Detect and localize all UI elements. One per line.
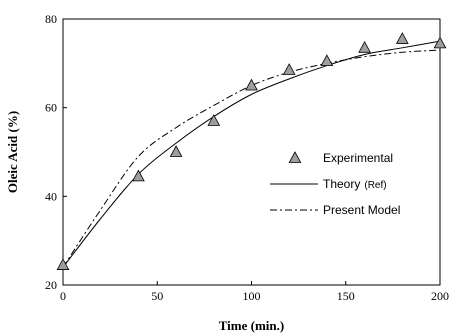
experimental-point [245, 78, 258, 91]
legend-label: Experimental [323, 151, 393, 165]
theory-line [62, 40, 441, 268]
experimental-markers [56, 32, 447, 270]
experimental-point [433, 36, 447, 49]
legend-label: Present Model [323, 203, 400, 217]
x-tick-label: 200 [431, 289, 449, 303]
y-tick-label: 80 [45, 12, 57, 26]
legend-experimental-symbol [288, 151, 302, 163]
x-tick-label: 150 [337, 289, 355, 303]
present-model-line [62, 49, 441, 268]
legend: Experimental Theory (Ref) Present Model [270, 151, 400, 217]
legend-label: Theory (Ref) [323, 177, 387, 191]
experimental-point [320, 54, 334, 67]
y-tick-label: 20 [45, 278, 57, 292]
experimental-point [395, 32, 409, 44]
x-tick-label: 0 [60, 289, 66, 303]
experimental-point [358, 40, 371, 53]
experimental-point [132, 169, 145, 182]
y-axis-title: Oleic Acid (%) [5, 111, 20, 193]
experimental-point [207, 114, 221, 126]
x-tick-label: 50 [151, 289, 163, 303]
series-lines [62, 40, 441, 268]
experimental-point [282, 63, 296, 75]
y-tick-label: 40 [45, 189, 57, 203]
y-tick-label: 60 [45, 101, 57, 115]
experimental-point [169, 145, 183, 157]
x-axis-title: Time (min.) [219, 318, 284, 333]
experimental-point [56, 258, 70, 270]
axis-ticks: 0 50 100 150 200 20 40 60 80 [45, 12, 449, 303]
x-tick-label: 100 [243, 289, 261, 303]
legend-label-suffix: (Ref) [364, 180, 386, 191]
